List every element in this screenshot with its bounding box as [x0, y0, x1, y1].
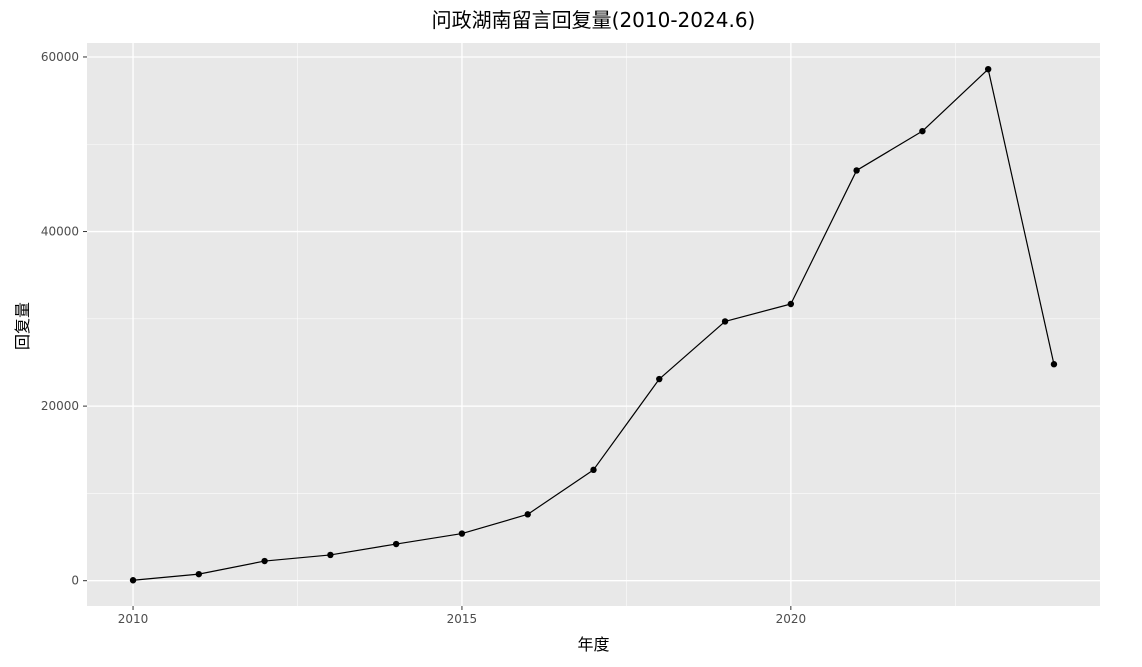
data-point	[261, 557, 268, 565]
data-point	[656, 375, 663, 383]
series-layer	[129, 65, 1058, 584]
data-point	[458, 530, 466, 537]
y-axis-title: 回复量	[13, 302, 32, 350]
data-point	[1050, 361, 1058, 368]
y-tick-label: 40000	[41, 225, 79, 239]
data-point	[590, 466, 597, 474]
x-tick-label: 2010	[118, 612, 149, 626]
chart-title: 问政湖南留言回复量(2010-2024.6)	[432, 8, 756, 32]
data-point	[195, 570, 203, 578]
data-point	[984, 65, 992, 73]
tick-labels: 2010 2015 2020 0 20000 40000 60000	[41, 50, 806, 626]
major-grid	[87, 43, 1100, 606]
x-tick-label: 2015	[447, 612, 478, 626]
data-point	[392, 540, 400, 548]
x-axis-title: 年度	[577, 635, 609, 654]
x-tick-label: 2020	[776, 612, 807, 626]
plot-panel	[87, 43, 1100, 606]
y-tick-label: 0	[71, 574, 79, 588]
data-point	[787, 300, 795, 308]
axis-ticks	[83, 56, 792, 610]
data-point	[721, 318, 729, 325]
data-point	[919, 127, 926, 135]
data-point	[129, 577, 137, 584]
minor-grid	[87, 43, 1100, 606]
data-point	[327, 551, 334, 559]
data-point	[524, 511, 531, 518]
y-tick-label: 60000	[41, 50, 79, 64]
data-point	[853, 167, 860, 174]
y-tick-label: 20000	[41, 399, 79, 413]
